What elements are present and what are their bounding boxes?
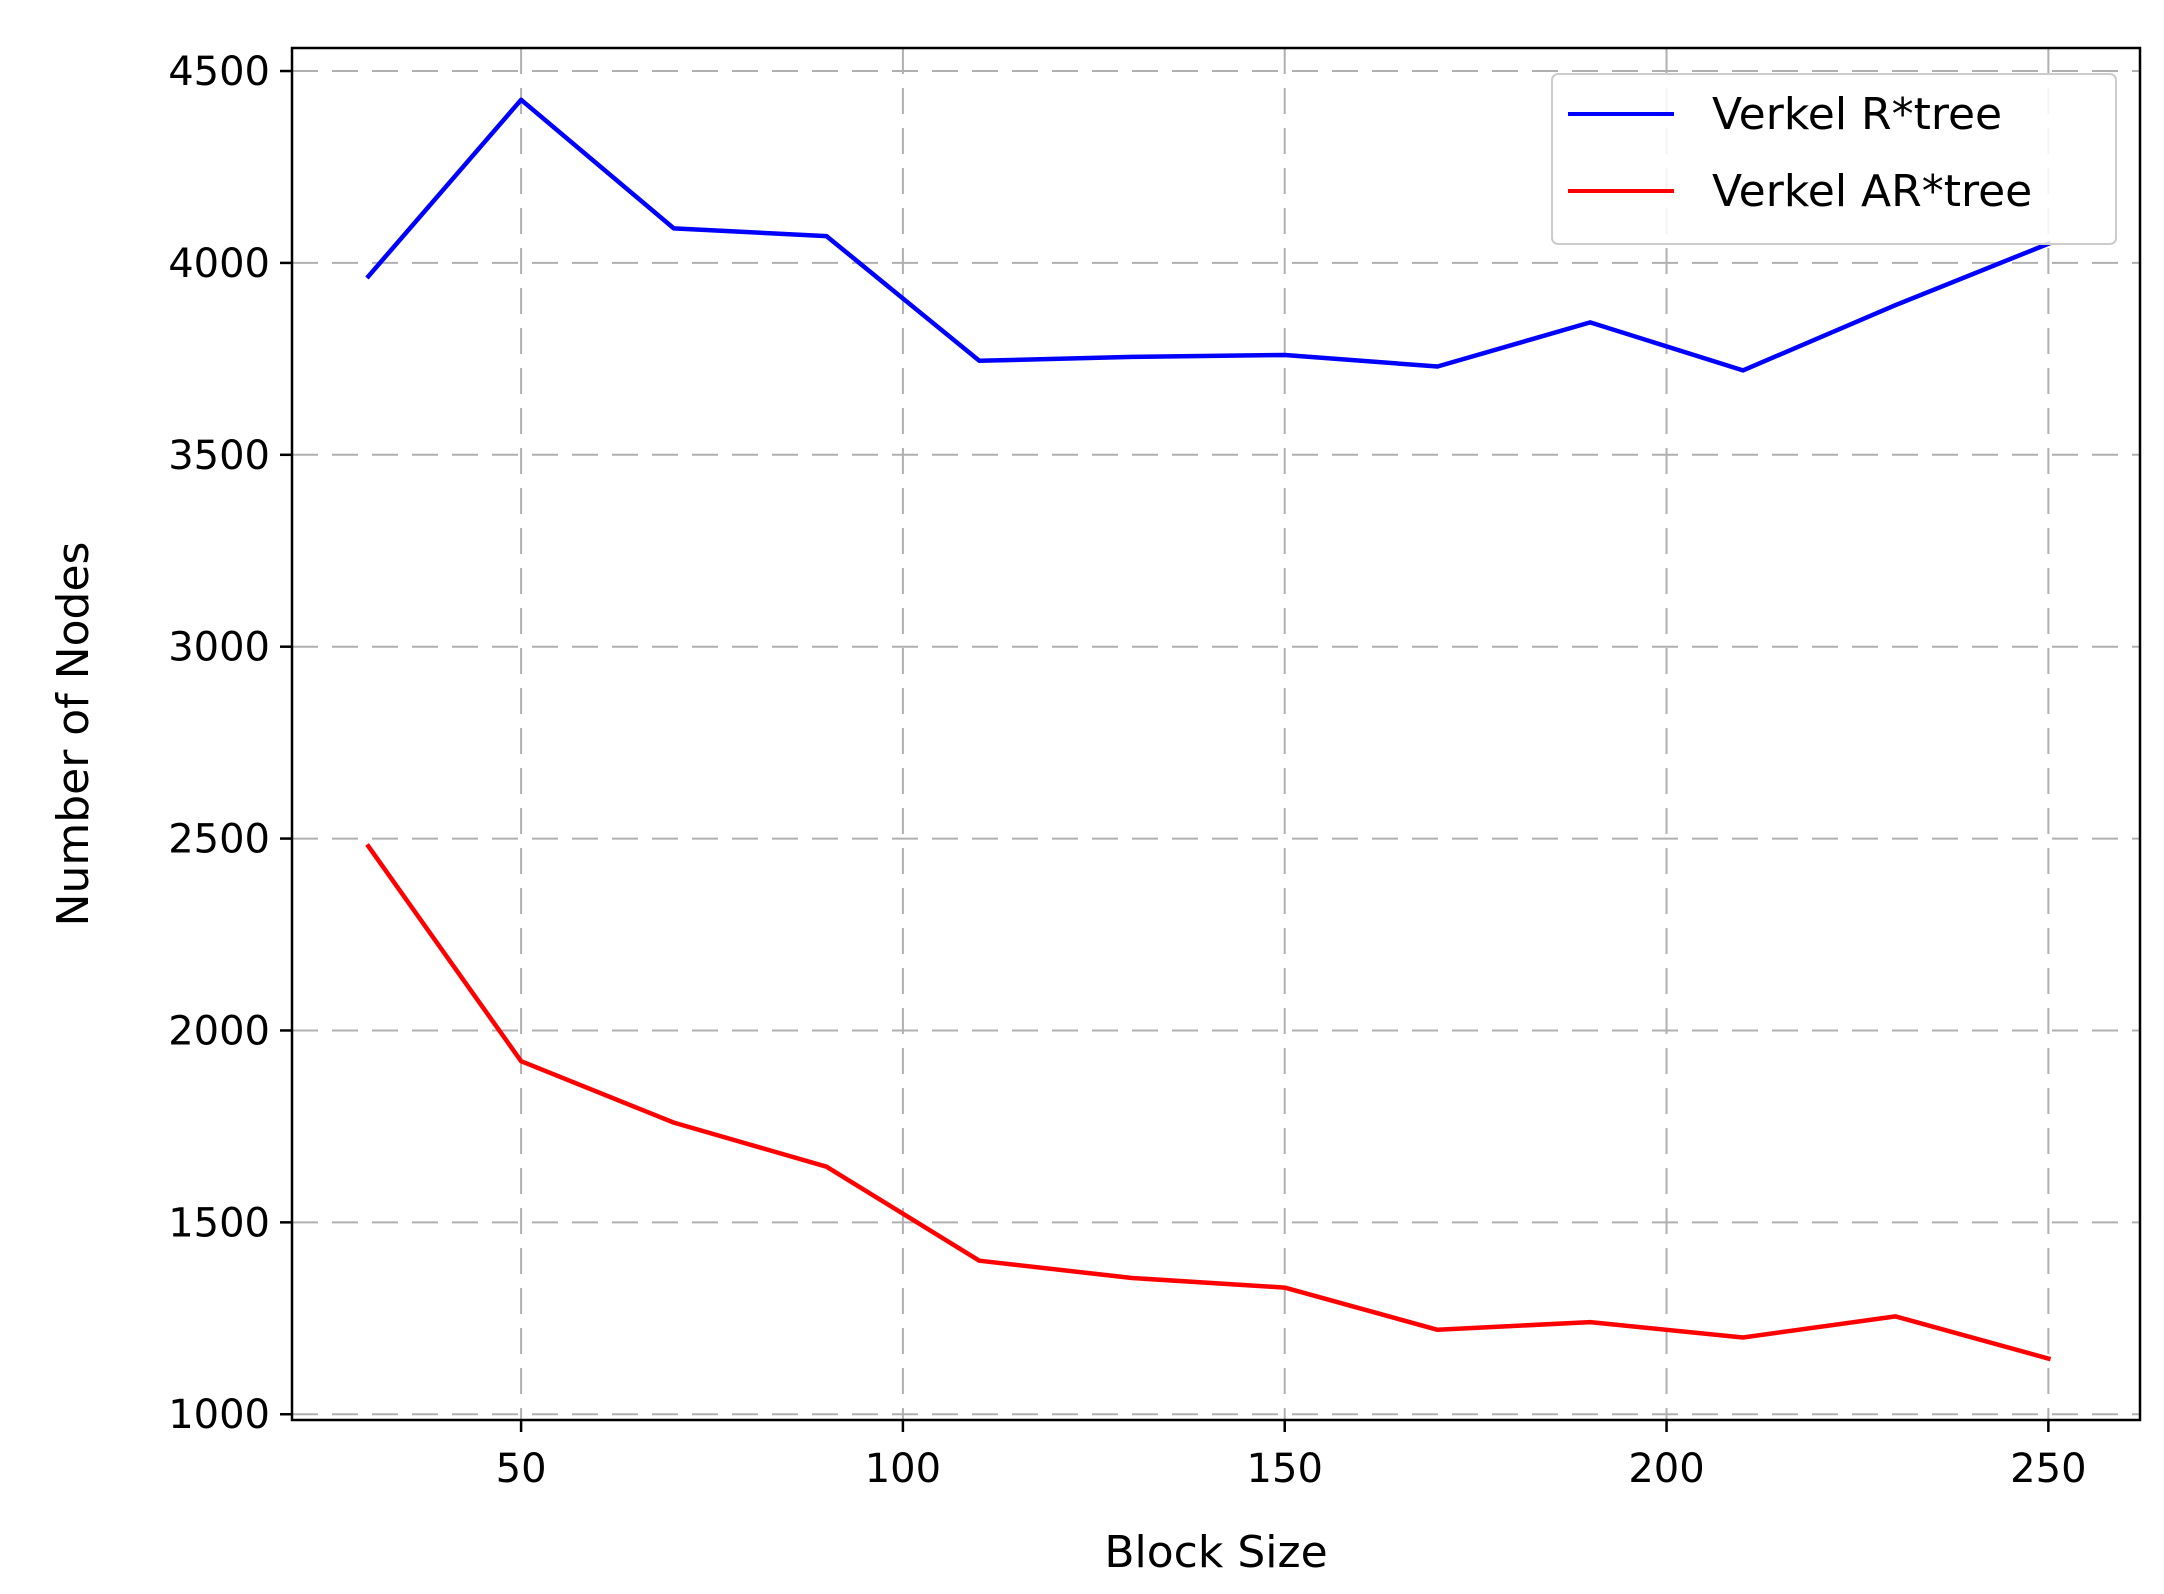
grid-lines (292, 48, 2140, 1420)
x-tick-label: 50 (496, 1446, 547, 1492)
y-tick-label: 4000 (168, 241, 270, 287)
y-tick-label: 2000 (168, 1008, 270, 1054)
y-tick-label: 2500 (168, 817, 270, 863)
x-tick-label: 150 (1247, 1446, 1323, 1492)
legend-label-verkel-artree: Verkel AR*tree (1712, 166, 2032, 217)
legend-label-verkel-rtree: Verkel R*tree (1712, 89, 2002, 140)
series-line-verkel-r-tree (365, 97, 2052, 373)
y-tick-label: 3500 (168, 433, 270, 479)
legend-box (1551, 73, 2117, 245)
x-tick-label: 200 (1628, 1446, 1704, 1492)
y-tick-label: 1000 (168, 1392, 270, 1438)
x-tick-label: 100 (865, 1446, 941, 1492)
plot-frame (290, 46, 2142, 1422)
x-axis-label: Block Size (1104, 1527, 1327, 1578)
series-line-verkel-ar-tree (365, 843, 2052, 1362)
y-tick-label: 4500 (168, 49, 270, 95)
series-lines (365, 97, 2052, 1362)
x-tick-label: 250 (2010, 1446, 2086, 1492)
y-tick-label: 3000 (168, 625, 270, 671)
y-axis-label: Number of Nodes (48, 542, 99, 927)
y-tick-label: 1500 (168, 1200, 270, 1246)
axis-ticks: 1000 1500 2000 2500 3000 3500 4000 4500 50 100 150… (168, 49, 2086, 1492)
legend: Verkel R*tree Verkel AR*tree (1551, 73, 2117, 245)
